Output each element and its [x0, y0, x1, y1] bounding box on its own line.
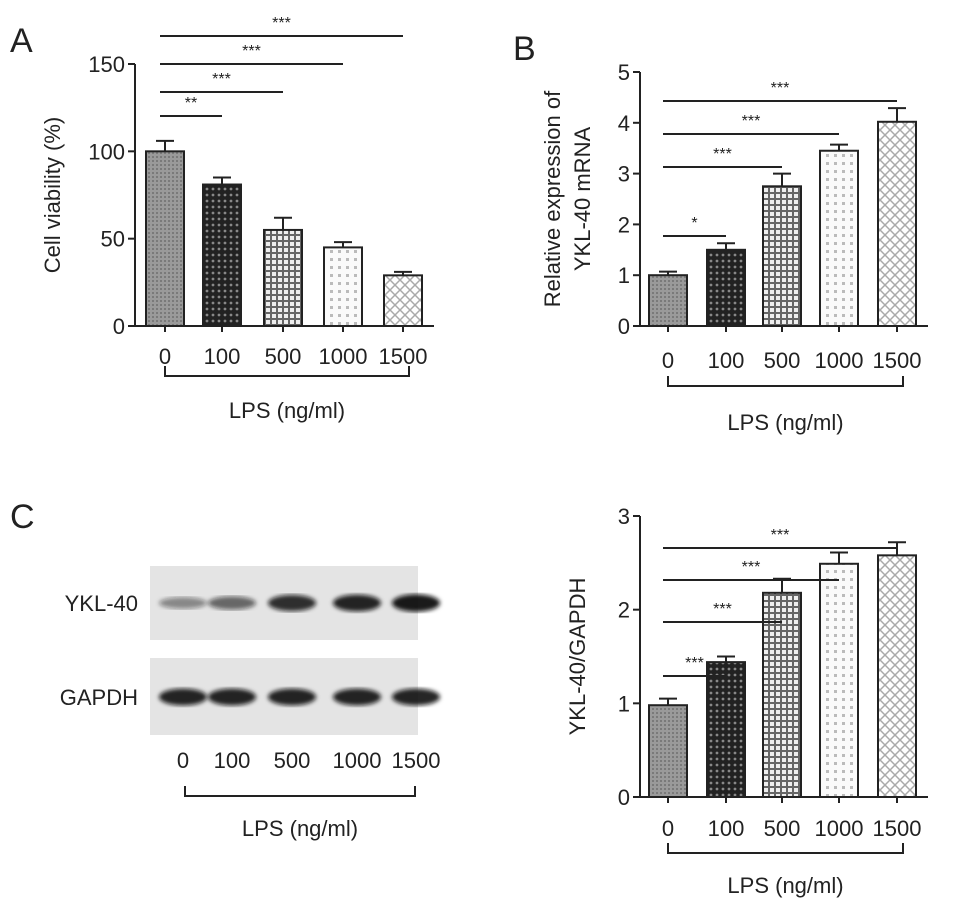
blot-band	[268, 688, 316, 706]
blot-lane-label: 1000	[333, 748, 382, 773]
x-tick-label: 1500	[873, 348, 922, 373]
bar-1500	[877, 120, 917, 327]
blot-lane-label: 100	[214, 748, 251, 773]
significance-label: ***	[771, 80, 790, 97]
blot-band	[333, 594, 381, 612]
bar-100	[706, 248, 746, 327]
x-tick-label: 0	[662, 816, 674, 841]
y-tick-label: 2	[618, 598, 630, 623]
group-bracket	[667, 376, 904, 387]
x-axis-label: LPS (ng/ml)	[727, 410, 843, 435]
blot-x-label: LPS (ng/ml)	[242, 816, 358, 841]
bar-500	[762, 185, 802, 327]
y-tick-label: 100	[88, 139, 125, 164]
x-tick-label: 0	[662, 348, 674, 373]
y-tick-label: 2	[618, 212, 630, 237]
significance-label: ***	[742, 113, 761, 130]
blot-band	[208, 688, 256, 706]
significance-label: ***	[685, 655, 704, 672]
bar-1500	[383, 274, 423, 328]
bar-0	[145, 150, 185, 327]
x-tick-label: 1500	[873, 816, 922, 841]
y-tick-label: 5	[618, 60, 630, 85]
panel-label-b: B	[513, 30, 536, 68]
blot-band	[392, 594, 440, 612]
significance-label: ***	[771, 527, 790, 544]
x-axis-label: LPS (ng/ml)	[229, 398, 345, 423]
blot-band	[268, 594, 316, 612]
y-tick-label: 50	[101, 227, 125, 252]
blot-row-label: GAPDH	[60, 685, 138, 710]
blot-band	[208, 596, 256, 610]
significance-label: ***	[742, 559, 761, 576]
panel-label-a: A	[10, 22, 33, 60]
y-tick-label: 0	[618, 785, 630, 810]
bar-0	[648, 274, 688, 328]
western-blot: YKL-40 GAPDH 0 100 500 1000 1500 LPS (ng/ml)	[60, 566, 441, 841]
blot-band	[333, 688, 381, 706]
bar-1500	[877, 554, 917, 799]
y-tick-label: 0	[113, 314, 125, 339]
significance-label: *	[691, 215, 697, 232]
significance-label: ***	[272, 15, 291, 32]
blot-band	[159, 688, 207, 706]
group-bracket	[667, 843, 904, 854]
y-tick-label: 4	[618, 111, 630, 136]
bar-1000	[323, 246, 363, 327]
x-axis-label: LPS (ng/ml)	[727, 873, 843, 898]
blot-band	[159, 597, 207, 609]
bar-1000	[819, 562, 859, 799]
x-tick-label: 500	[764, 348, 801, 373]
bar-100	[202, 183, 242, 327]
significance-label: ***	[713, 601, 732, 618]
y-tick-label: 1	[618, 263, 630, 288]
y-tick-label: 150	[88, 52, 125, 77]
significance-label: ***	[242, 43, 261, 60]
blot-lane-label: 0	[177, 748, 189, 773]
y-axis-label: YKL-40 mRNA	[570, 127, 595, 272]
x-tick-label: 1500	[379, 344, 428, 369]
y-tick-label: 3	[618, 504, 630, 529]
significance-label: **	[185, 95, 197, 112]
x-tick-label: 500	[265, 344, 302, 369]
x-tick-label: 1000	[319, 344, 368, 369]
x-tick-label: 0	[159, 344, 171, 369]
y-tick-label: 1	[618, 691, 630, 716]
panel-label-c: C	[10, 498, 35, 536]
blot-band	[392, 688, 440, 706]
x-tick-label: 500	[764, 816, 801, 841]
y-axis-label: Relative expression of	[540, 90, 565, 307]
bar-500	[762, 591, 802, 798]
group-bracket	[164, 366, 410, 377]
blot-row-label: YKL-40	[65, 591, 138, 616]
blot-lane-label: 500	[274, 748, 311, 773]
y-tick-label: 3	[618, 162, 630, 187]
x-tick-label: 1000	[815, 816, 864, 841]
y-tick-label: 0	[618, 314, 630, 339]
blot-group-bracket	[184, 786, 416, 797]
x-tick-label: 100	[708, 348, 745, 373]
blot-lane-label: 1500	[392, 748, 441, 773]
y-axis-label: YKL-40/GAPDH	[565, 578, 590, 736]
x-tick-label: 100	[708, 816, 745, 841]
bar-100	[706, 661, 746, 798]
x-tick-label: 1000	[815, 348, 864, 373]
bar-0	[648, 704, 688, 798]
y-axis-label: Cell viability (%)	[40, 117, 65, 273]
significance-label: ***	[713, 146, 732, 163]
chart-panel-c: 0 1 2 3 0 100 500 1000 1500 *** *** *** *** LPS (ng/m…	[565, 504, 928, 898]
bar-1000	[819, 149, 859, 327]
significance-label: ***	[212, 71, 231, 88]
bar-500	[263, 228, 303, 327]
x-tick-label: 100	[204, 344, 241, 369]
